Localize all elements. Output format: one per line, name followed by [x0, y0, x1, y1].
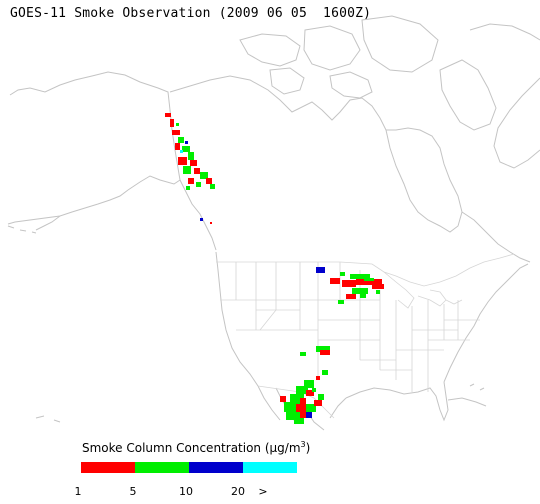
alaska-coast	[7, 71, 181, 225]
legend-tick-1: 1	[74, 485, 82, 498]
legend-bin-green	[135, 462, 189, 473]
us-canada-border	[216, 253, 515, 287]
smoke-southwest	[280, 346, 330, 424]
great-lakes	[383, 271, 463, 309]
legend-title: Smoke Column Concentration (μg/m3)	[82, 440, 310, 455]
legend-unit-superscript: 3	[300, 440, 306, 449]
legend-unit: μg/m	[269, 441, 301, 455]
legend-bin-blue	[189, 462, 243, 473]
legend-title-text: Smoke Column Concentration (	[82, 441, 270, 455]
central-america	[35, 415, 61, 423]
baffin-island	[439, 59, 497, 131]
arctic-island-3	[361, 15, 439, 73]
gulf-coast	[345, 381, 449, 422]
legend-tick-overflow: >	[258, 485, 268, 498]
bahamas	[469, 383, 485, 391]
legend-bin-red	[81, 462, 135, 473]
cuba	[447, 397, 487, 407]
smoke-alaska	[165, 113, 215, 224]
arctic-island-5	[269, 67, 305, 95]
legend-bin-cyan	[243, 462, 297, 473]
us-east-coast	[443, 263, 529, 383]
us-west-coast	[215, 251, 259, 387]
greenland-coast	[469, 23, 540, 169]
legend-tick-5: 5	[129, 485, 137, 498]
canada-arctic-coast	[169, 75, 387, 131]
legend-tick-10: 10	[179, 485, 193, 498]
coastlines	[7, 15, 540, 431]
legend-title-close: )	[305, 441, 311, 455]
legend-tick-20: 20	[231, 485, 245, 498]
smoke-central-us	[316, 267, 384, 304]
legend-color-bar	[81, 462, 297, 473]
state-borders	[216, 253, 515, 419]
aleutians	[7, 225, 37, 234]
alaska-peninsula	[35, 215, 61, 231]
arctic-island-4	[329, 71, 373, 99]
arctic-island-2	[303, 25, 361, 71]
hudson-bay	[385, 127, 463, 233]
labrador-coast	[461, 211, 531, 263]
map-title: GOES-11 Smoke Observation (2009 06 05 16…	[10, 6, 372, 21]
arctic-island-1	[239, 33, 301, 67]
bc-coast	[179, 179, 217, 251]
